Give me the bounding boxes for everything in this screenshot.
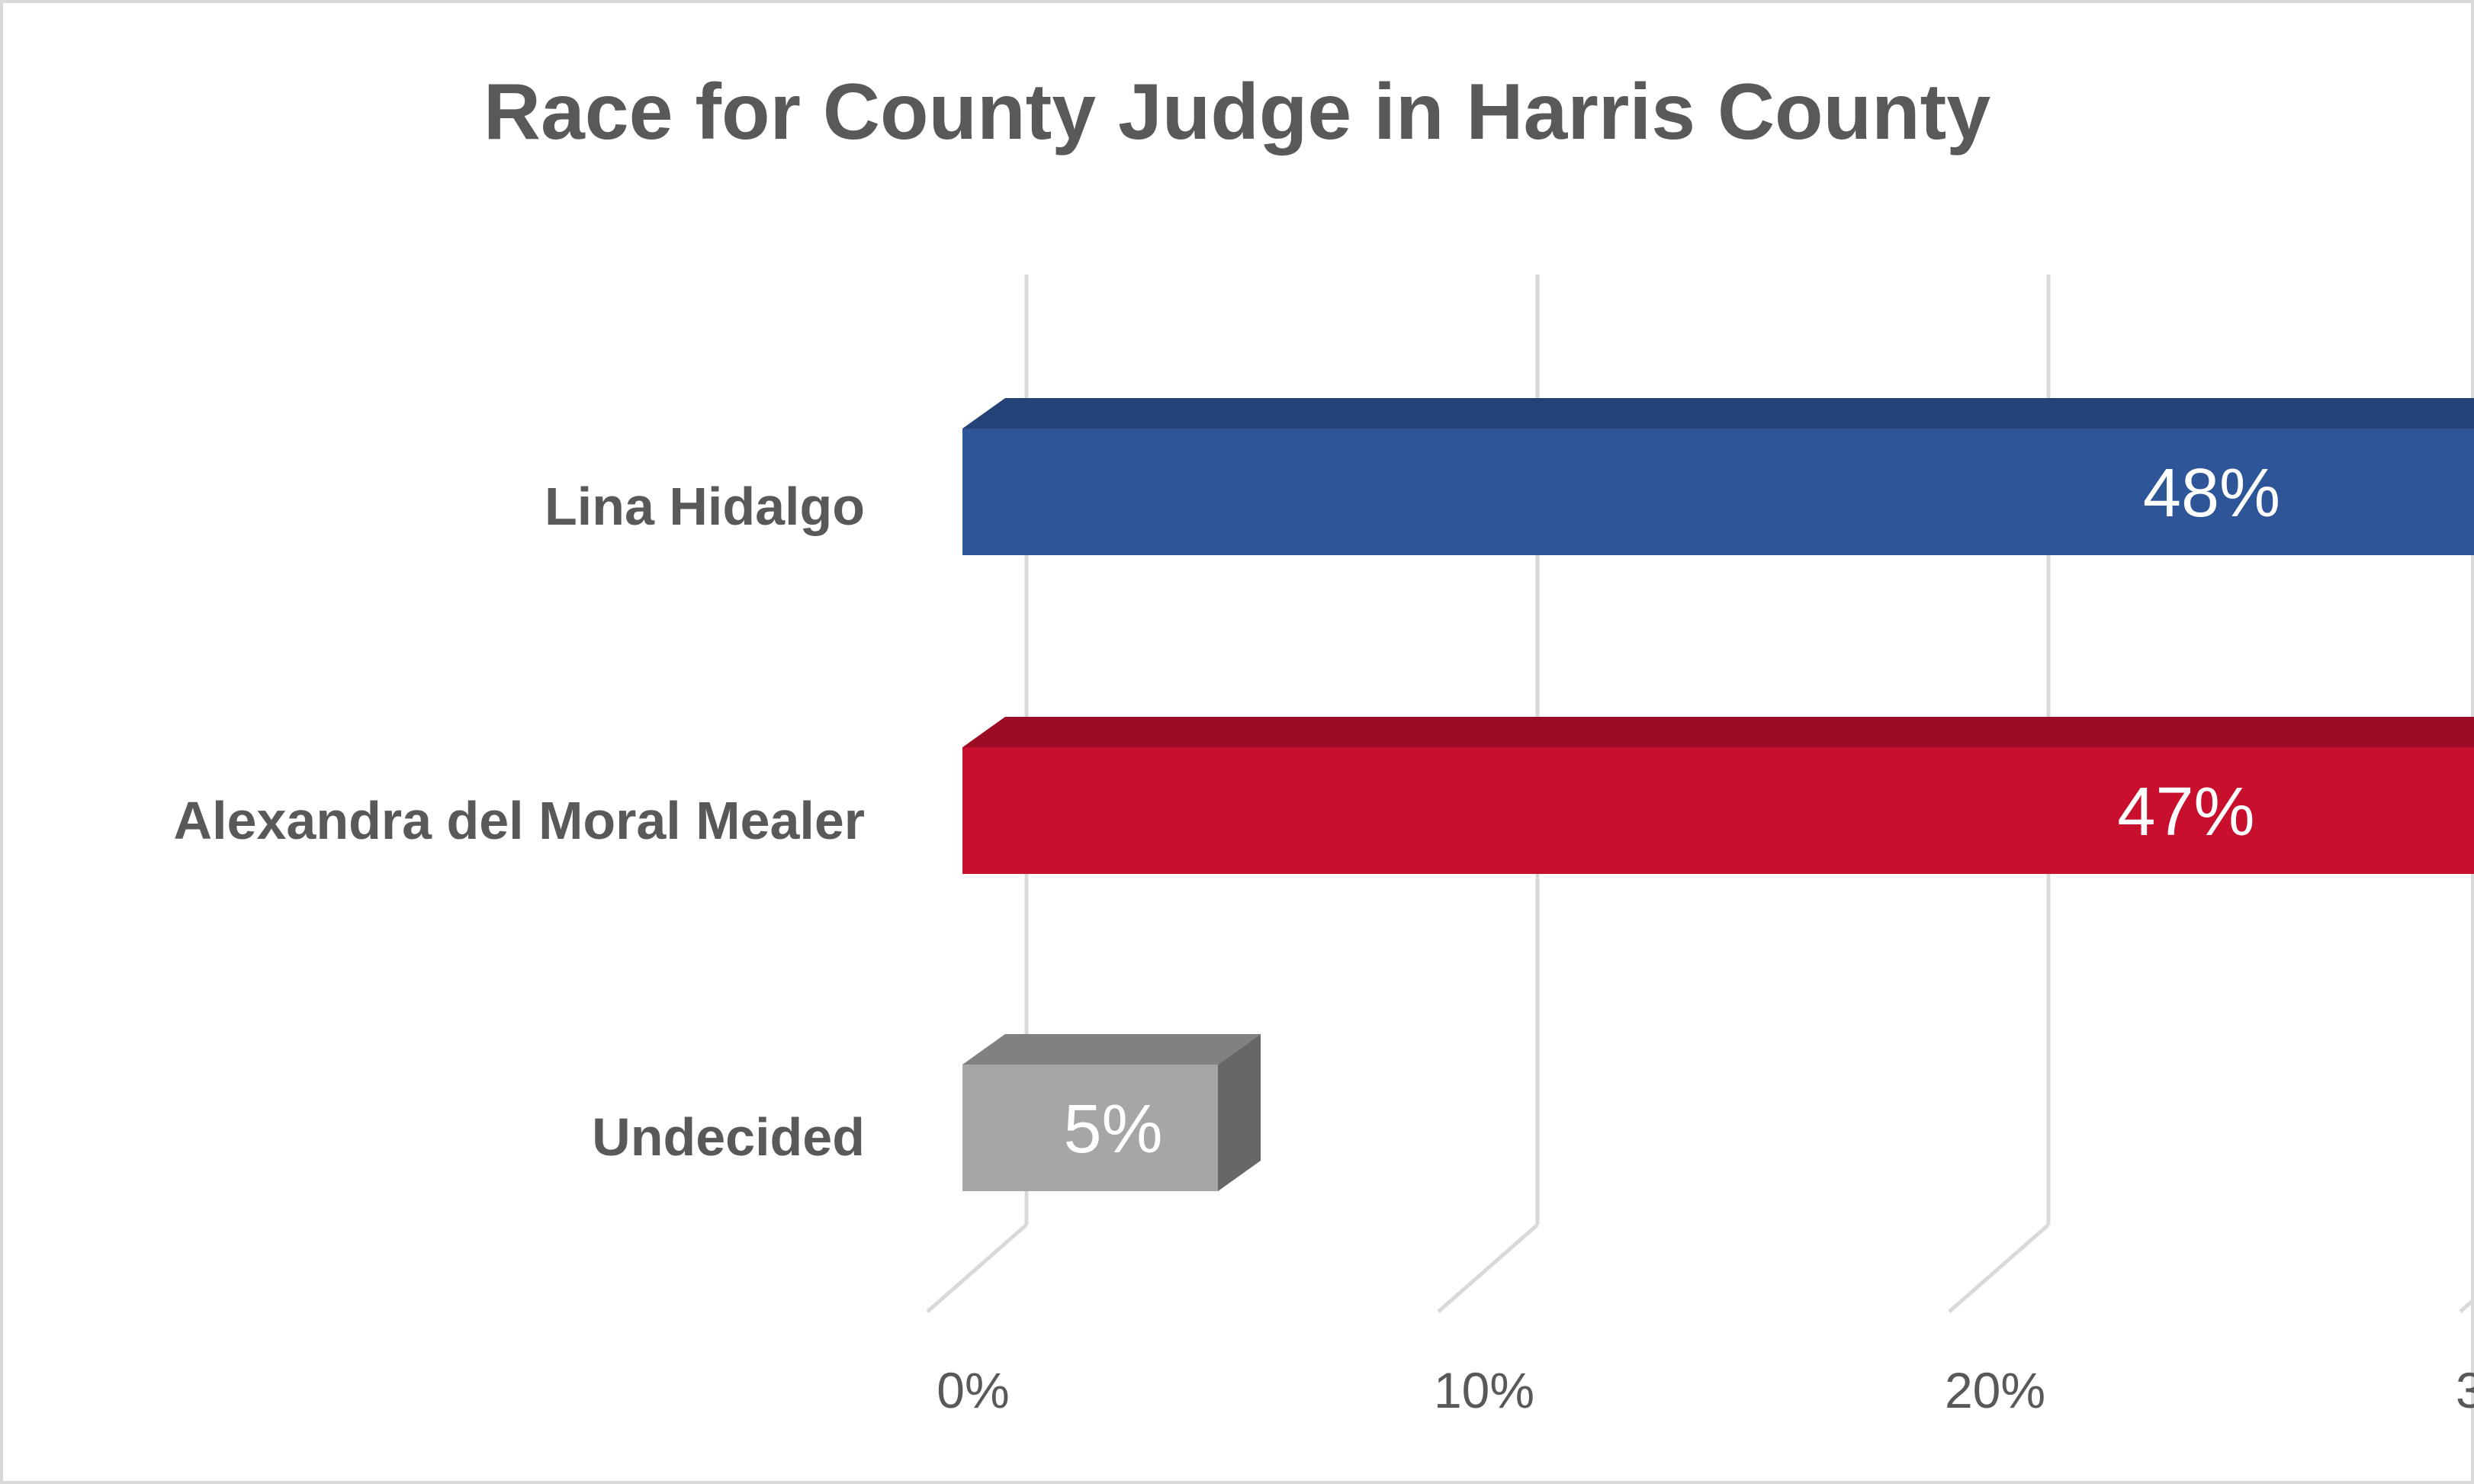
x-tick-label: 20%: [1945, 1362, 2045, 1418]
bar-top-face: [962, 717, 2474, 747]
bar-front-face: [962, 747, 2474, 874]
chart-title: Race for County Judge in Harris County: [483, 68, 1991, 156]
bar: [962, 398, 2474, 555]
bar-top-face: [962, 398, 2474, 429]
data-label: 5%: [1063, 1091, 1162, 1168]
bar-front-face: [962, 1065, 1218, 1191]
bar: [962, 1034, 1261, 1191]
floor-gridline: [1437, 1223, 1539, 1313]
bar-side-face: [1218, 1034, 1261, 1191]
floor-gridline: [2459, 1296, 2474, 1313]
x-tick-label: 10%: [1434, 1362, 1534, 1418]
x-tick-label: 0%: [937, 1362, 1009, 1418]
floor-gridline: [1948, 1223, 2050, 1313]
bar: [962, 717, 2474, 874]
bar-front-face: [962, 429, 2474, 555]
category-label: Lina Hidalgo: [545, 477, 865, 536]
category-label: Alexandra del Moral Mealer: [174, 791, 865, 850]
data-label: 48%: [2143, 455, 2280, 532]
data-label: 47%: [2117, 774, 2254, 850]
bars: [962, 398, 2474, 1191]
labels: 0%10%20%30%40%50%48%Lina Hidalgo47%Alexa…: [174, 455, 2474, 1418]
bar-top-face: [962, 1034, 1261, 1065]
floor-gridline: [926, 1223, 1028, 1313]
category-label: Undecided: [592, 1107, 865, 1167]
x-tick-label: 30%: [2456, 1362, 2474, 1418]
